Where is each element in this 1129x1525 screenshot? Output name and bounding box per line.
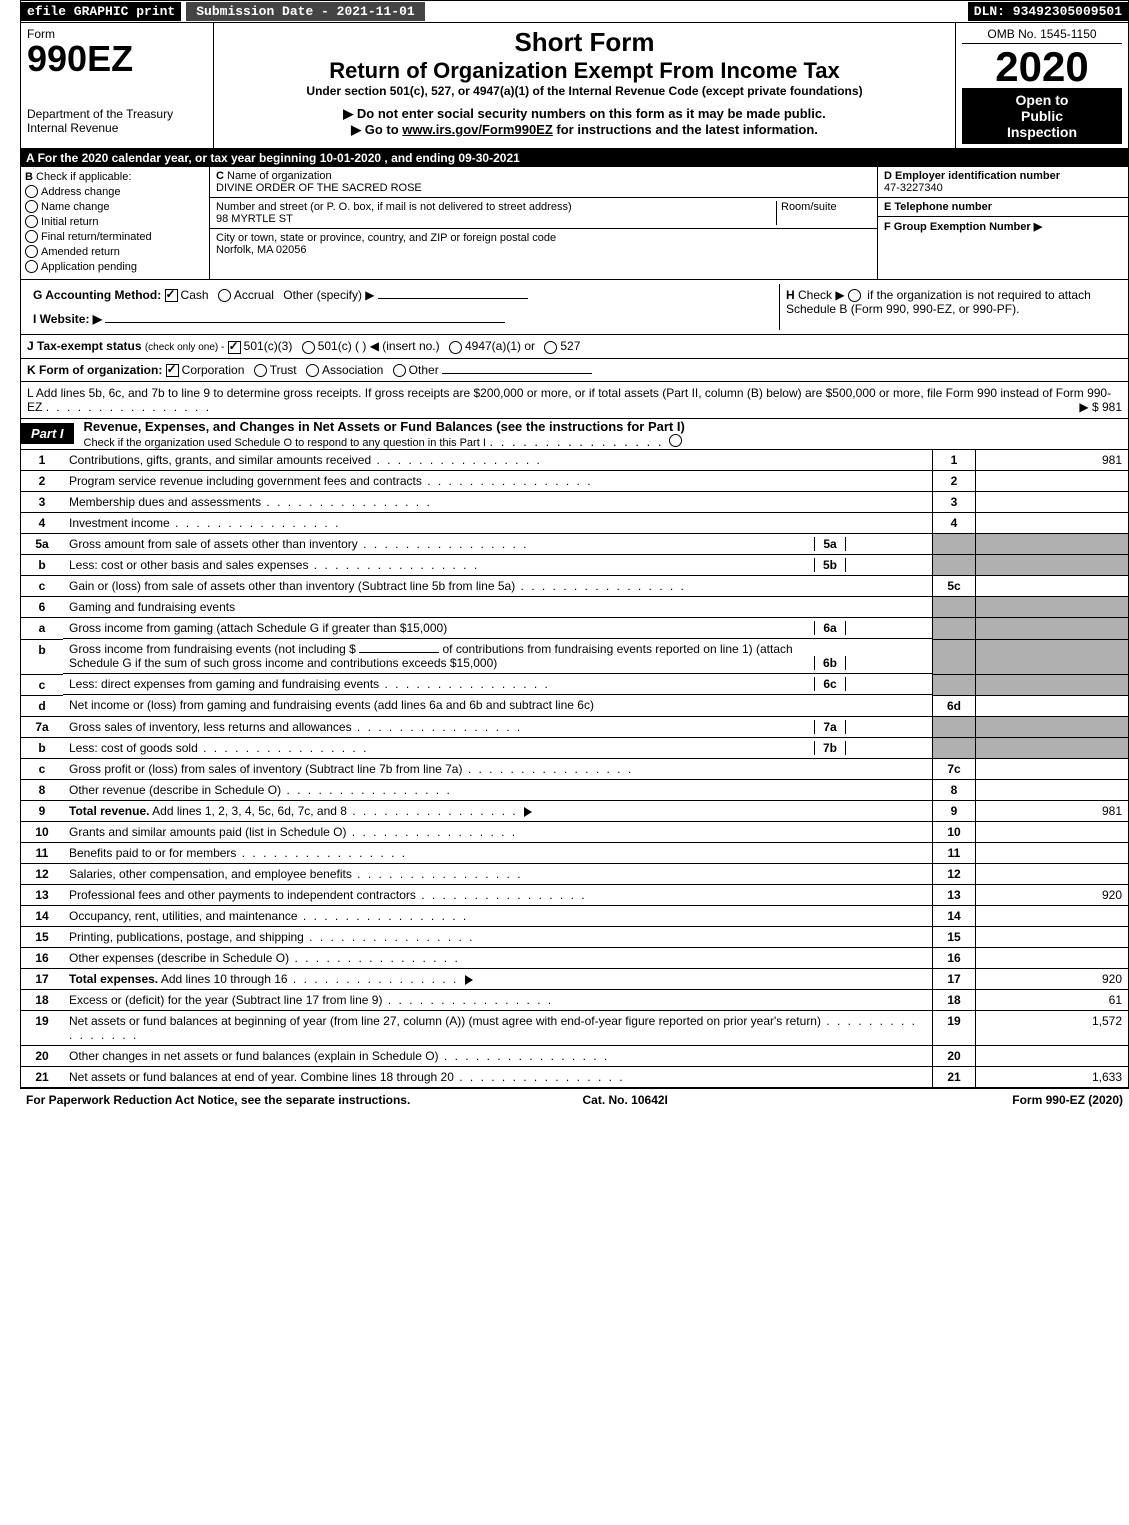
table-row: 11 Benefits paid to or for members 11: [21, 843, 1129, 864]
org-info-grid: B Check if applicable: Address change Na…: [20, 167, 1129, 280]
gross-receipts-amount: ▶ $ 981: [1079, 400, 1122, 414]
line19-value: 1,572: [976, 1011, 1129, 1046]
form-version: Form 990-EZ (2020): [1012, 1093, 1123, 1107]
table-row: 5a Gross amount from sale of assets othe…: [21, 533, 1129, 555]
ssn-warning: ▶ Do not enter social security numbers o…: [220, 106, 949, 122]
box-b: B Check if applicable: Address change Na…: [21, 167, 210, 279]
open-public-box: Open to Public Inspection: [962, 88, 1122, 144]
top-bar: efile GRAPHIC print Submission Date - 20…: [20, 0, 1129, 23]
amended-return-radio[interactable]: [25, 245, 38, 258]
trust-radio[interactable]: [254, 364, 267, 377]
501c-radio[interactable]: [302, 341, 315, 354]
initial-return-radio[interactable]: [25, 215, 38, 228]
group-exemption-label: F Group Exemption Number ▶: [884, 221, 1042, 233]
table-row: b Less: cost or other basis and sales ex…: [21, 555, 1129, 576]
schedule-b-radio[interactable]: [848, 289, 861, 302]
form-header: Form 990EZ Department of the Treasury In…: [20, 23, 1129, 149]
table-row: 14 Occupancy, rent, utilities, and maint…: [21, 906, 1129, 927]
table-row: c Gross profit or (loss) from sales of i…: [21, 759, 1129, 780]
page-footer: For Paperwork Reduction Act Notice, see …: [20, 1088, 1129, 1111]
501c3-checkbox[interactable]: [228, 341, 241, 354]
line17-value: 920: [976, 969, 1129, 990]
form-number: 990EZ: [27, 41, 207, 77]
box-def: D Employer identification number 47-3227…: [877, 167, 1128, 279]
goto-link-row: ▶ Go to www.irs.gov/Form990EZ for instru…: [220, 122, 949, 138]
paperwork-notice: For Paperwork Reduction Act Notice, see …: [26, 1093, 410, 1107]
line-a-tax-year: A For the 2020 calendar year, or tax yea…: [20, 149, 1129, 167]
ein-value: 47-3227340: [884, 182, 943, 194]
table-row: 6 Gaming and fundraising events: [21, 597, 1129, 618]
cash-checkbox[interactable]: [165, 289, 178, 302]
org-name: DIVINE ORDER OF THE SACRED ROSE: [216, 182, 422, 194]
under-section: Under section 501(c), 527, or 4947(a)(1)…: [220, 84, 949, 98]
table-row: 15 Printing, publications, postage, and …: [21, 927, 1129, 948]
line-j: J Tax-exempt status (check only one) - 5…: [20, 335, 1129, 358]
part1-title: Revenue, Expenses, and Changes in Net As…: [84, 419, 685, 434]
arrow-icon: [524, 807, 532, 817]
omb-number: OMB No. 1545-1150: [962, 27, 1122, 44]
table-row: 7a Gross sales of inventory, less return…: [21, 716, 1129, 738]
table-row: 16 Other expenses (describe in Schedule …: [21, 948, 1129, 969]
association-radio[interactable]: [306, 364, 319, 377]
table-row: b Gross income from fundraising events (…: [21, 639, 1129, 674]
table-row: 1 Contributions, gifts, grants, and simi…: [21, 450, 1129, 471]
table-row: 3 Membership dues and assessments 3: [21, 491, 1129, 512]
box-c: C Name of organization DIVINE ORDER OF T…: [210, 167, 877, 279]
table-row: 17 Total expenses. Add lines 10 through …: [21, 969, 1129, 990]
table-row: b Less: cost of goods sold 7b: [21, 738, 1129, 759]
dln-label: DLN: 93492305009501: [968, 2, 1128, 21]
4947-radio[interactable]: [449, 341, 462, 354]
line-h: H Check ▶ if the organization is not req…: [780, 284, 1122, 330]
table-row: 21 Net assets or fund balances at end of…: [21, 1067, 1129, 1088]
short-form-title: Short Form: [220, 27, 949, 58]
table-row: 12 Salaries, other compensation, and emp…: [21, 864, 1129, 885]
table-row: 4 Investment income 4: [21, 512, 1129, 533]
part1-table: 1 Contributions, gifts, grants, and simi…: [20, 450, 1129, 1089]
table-row: 19 Net assets or fund balances at beginn…: [21, 1011, 1129, 1046]
part1-header: Part I Revenue, Expenses, and Changes in…: [20, 419, 1129, 450]
corporation-checkbox[interactable]: [166, 364, 179, 377]
line21-value: 1,633: [976, 1067, 1129, 1088]
other-org-radio[interactable]: [393, 364, 406, 377]
table-row: c Less: direct expenses from gaming and …: [21, 674, 1129, 695]
table-row: 10 Grants and similar amounts paid (list…: [21, 822, 1129, 843]
telephone-label: E Telephone number: [884, 201, 992, 213]
accrual-radio[interactable]: [218, 289, 231, 302]
part1-label: Part I: [21, 423, 74, 444]
submission-date: Submission Date - 2021-11-01: [185, 1, 425, 22]
line18-value: 61: [976, 990, 1129, 1011]
return-title: Return of Organization Exempt From Incom…: [220, 58, 949, 84]
table-row: 2 Program service revenue including gove…: [21, 470, 1129, 491]
table-row: a Gross income from gaming (attach Sched…: [21, 618, 1129, 640]
line-k: K Form of organization: Corporation Trus…: [20, 359, 1129, 382]
table-row: 18 Excess or (deficit) for the year (Sub…: [21, 990, 1129, 1011]
irs-url[interactable]: www.irs.gov/Form990EZ: [402, 122, 553, 137]
line1-value: 981: [976, 450, 1129, 471]
final-return-radio[interactable]: [25, 230, 38, 243]
address-change-radio[interactable]: [25, 185, 38, 198]
line-g: G Accounting Method: Cash Accrual Other …: [27, 284, 780, 330]
dept-treasury: Department of the Treasury: [27, 107, 207, 121]
part1-schedule-o-radio[interactable]: [669, 434, 682, 447]
line9-value: 981: [976, 801, 1129, 822]
org-street: 98 MYRTLE ST: [216, 213, 293, 225]
527-radio[interactable]: [544, 341, 557, 354]
website-label: I Website: ▶: [33, 312, 102, 326]
name-change-radio[interactable]: [25, 200, 38, 213]
table-row: 8 Other revenue (describe in Schedule O)…: [21, 780, 1129, 801]
irs-label: Internal Revenue: [27, 121, 207, 135]
arrow-icon: [465, 975, 473, 985]
table-row: c Gain or (loss) from sale of assets oth…: [21, 576, 1129, 597]
table-row: 9 Total revenue. Total revenue. Add line…: [21, 801, 1129, 822]
table-row: 13 Professional fees and other payments …: [21, 885, 1129, 906]
org-city: Norfolk, MA 02056: [216, 244, 307, 256]
tax-year: 2020: [962, 46, 1122, 88]
application-pending-radio[interactable]: [25, 260, 38, 273]
line-l: L Add lines 5b, 6c, and 7b to line 9 to …: [20, 382, 1129, 419]
catalog-number: Cat. No. 10642I: [583, 1093, 668, 1107]
table-row: d Net income or (loss) from gaming and f…: [21, 695, 1129, 716]
line13-value: 920: [976, 885, 1129, 906]
table-row: 20 Other changes in net assets or fund b…: [21, 1046, 1129, 1067]
efile-label: efile GRAPHIC print: [21, 2, 181, 21]
